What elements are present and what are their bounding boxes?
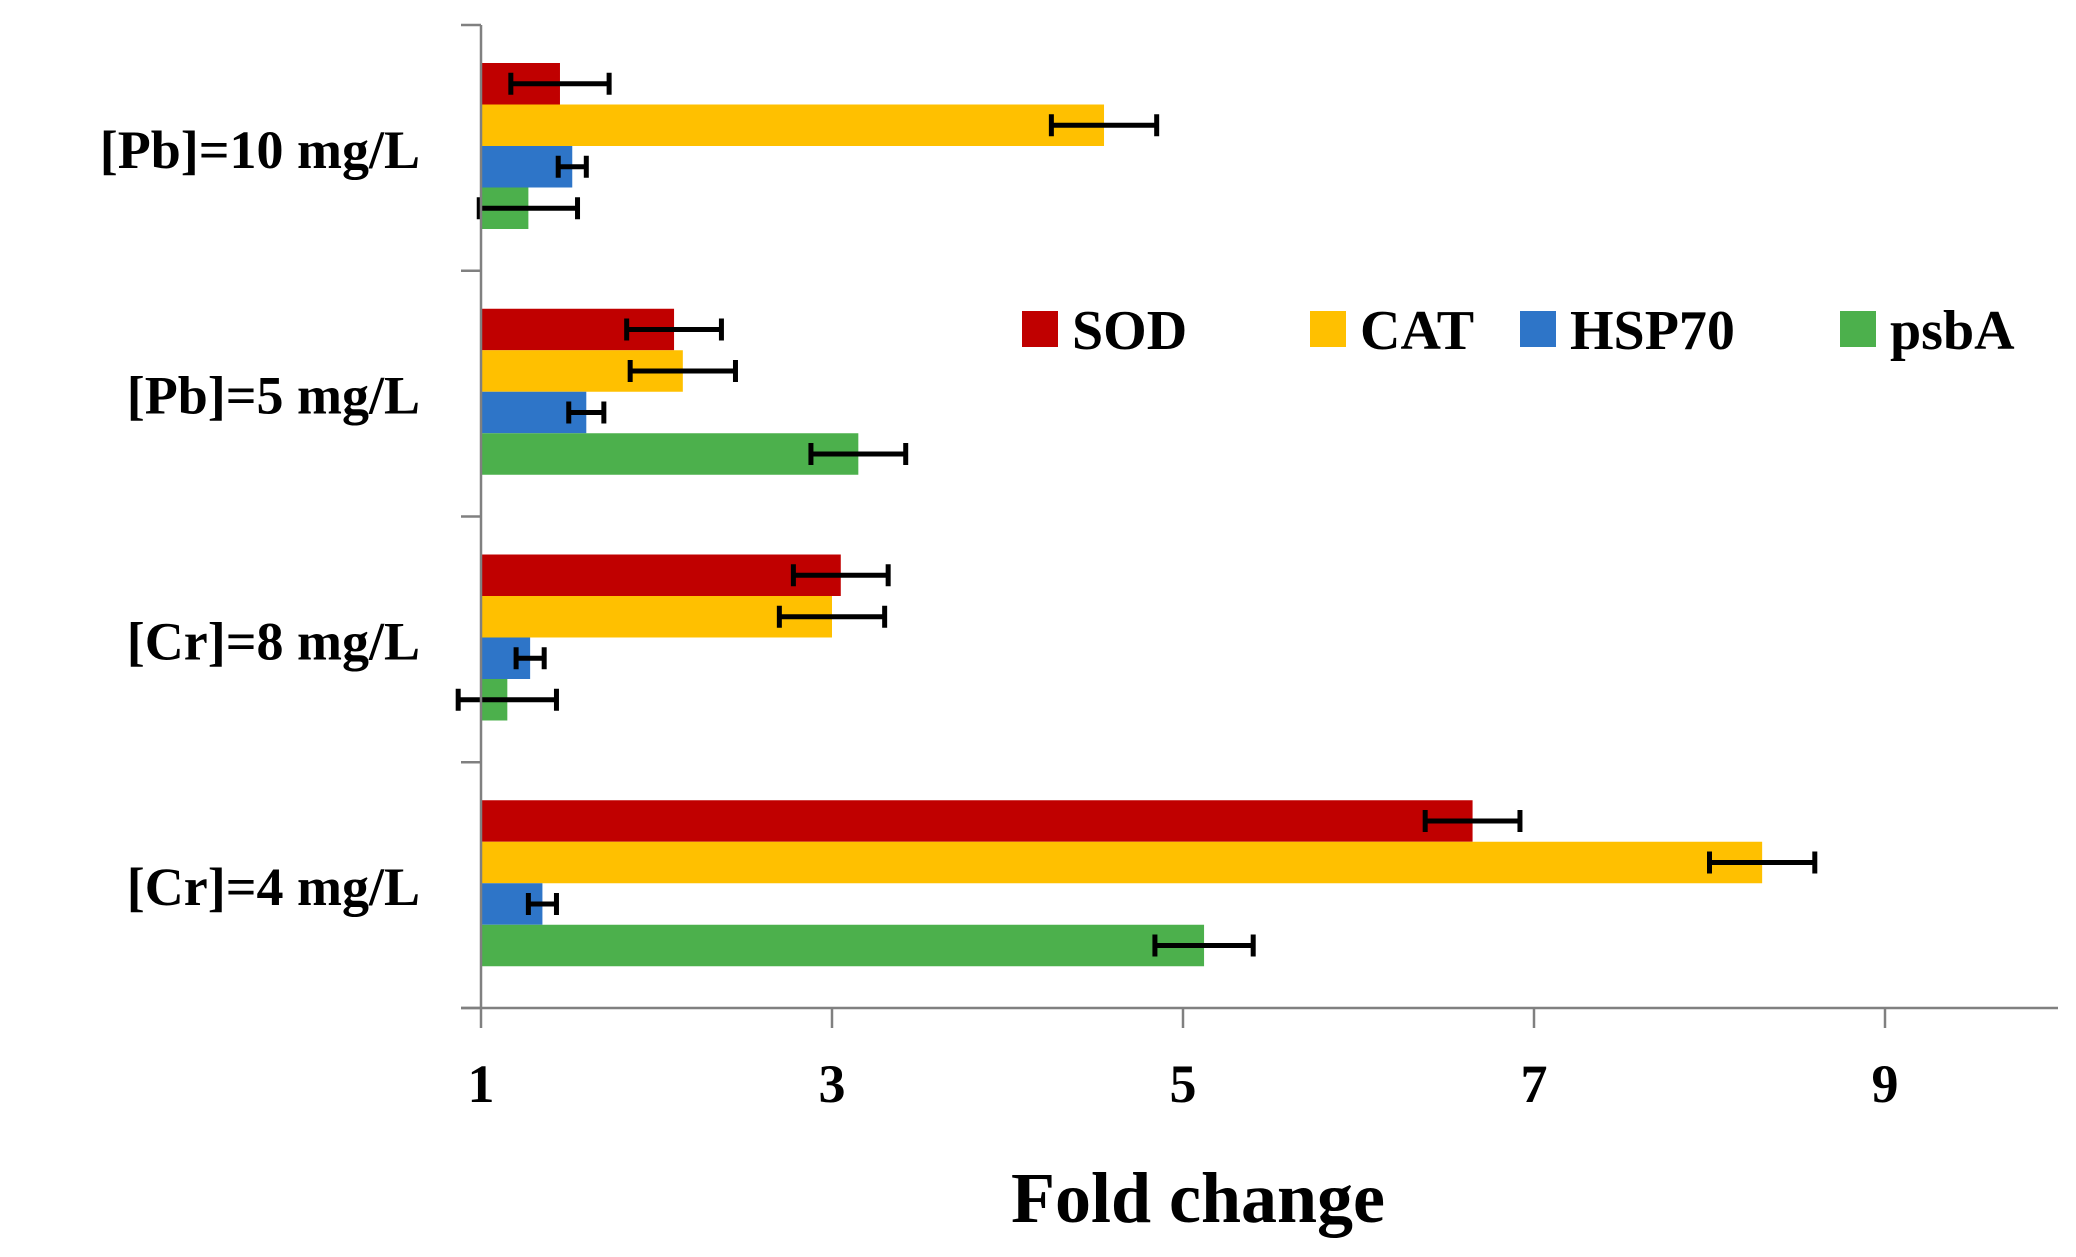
error-bar-sod-cr-4-mg-l — [1422, 810, 1523, 832]
legend-item-cat: CAT — [1310, 300, 1474, 362]
error-bar-psba-pb-10-mg-l — [476, 197, 581, 220]
error-bar-sod-pb-5-mg-l — [624, 318, 724, 341]
bar-sod-cr-8-mg-l — [481, 554, 841, 596]
category-label-pb-5-mg-l: [Pb]=5 mg/L — [127, 366, 420, 426]
x-tick-label-7: 7 — [1521, 1054, 1548, 1114]
error-bar-cat-pb-5-mg-l — [627, 360, 738, 382]
legend-swatch-hsp70 — [1520, 311, 1556, 347]
x-tick-label-3: 3 — [819, 1054, 846, 1114]
error-bar-hsp70-cr-4-mg-l — [525, 893, 559, 915]
error-bar-hsp70-pb-5-mg-l — [566, 401, 607, 424]
x-axis-title: Fold change — [1011, 1158, 1385, 1238]
error-bar-sod-cr-8-mg-l — [790, 564, 891, 587]
legend-item-hsp70: HSP70 — [1520, 300, 1735, 362]
error-bar-hsp70-cr-8-mg-l — [513, 647, 547, 670]
category-label-cr-4-mg-l: [Cr]=4 mg/L — [127, 857, 420, 917]
error-bar-sod-pb-10-mg-l — [508, 72, 612, 95]
legend-label-psba: psbA — [1890, 300, 2015, 362]
legend: SOD CAT HSP70 psbA — [1022, 300, 2015, 362]
legend-label-sod: SOD — [1072, 300, 1187, 362]
legend-item-psba: psbA — [1840, 300, 2015, 362]
bar-cat-pb-10-mg-l — [481, 104, 1105, 146]
error-bars-layer — [455, 72, 1818, 957]
legend-label-cat: CAT — [1360, 300, 1474, 362]
legend-swatch-psba — [1840, 311, 1876, 347]
bars-layer — [481, 63, 1763, 967]
bar-psba-pb-5-mg-l — [481, 433, 859, 475]
x-tick-label-9: 9 — [1872, 1054, 1899, 1114]
error-bar-cat-cr-4-mg-l — [1707, 851, 1818, 874]
legend-item-sod: SOD — [1022, 300, 1187, 362]
legend-swatch-cat — [1310, 311, 1346, 347]
error-bar-psba-pb-5-mg-l — [808, 443, 909, 465]
error-bar-cat-pb-10-mg-l — [1048, 114, 1160, 137]
legend-swatch-sod — [1022, 311, 1058, 347]
bar-cat-cr-8-mg-l — [481, 596, 832, 638]
axes-layer — [461, 23, 2058, 1028]
bar-sod-cr-4-mg-l — [481, 800, 1473, 842]
category-label-cr-8-mg-l: [Cr]=8 mg/L — [127, 611, 420, 671]
legend-label-hsp70: HSP70 — [1570, 300, 1735, 362]
error-bar-psba-cr-8-mg-l — [455, 688, 559, 711]
bar-cat-cr-4-mg-l — [481, 841, 1763, 884]
labels-layer: [Pb]=10 mg/L [Pb]=5 mg/L [Cr]=8 mg/L [Cr]=4… — [100, 120, 1899, 1238]
error-bar-cat-cr-8-mg-l — [776, 605, 888, 628]
x-tick-label-5: 5 — [1170, 1054, 1197, 1114]
bar-psba-cr-4-mg-l — [481, 924, 1205, 967]
error-bar-hsp70-pb-10-mg-l — [555, 155, 589, 178]
error-bar-psba-cr-4-mg-l — [1152, 934, 1256, 957]
category-label-pb-10-mg-l: [Pb]=10 mg/L — [100, 120, 420, 180]
x-tick-label-1: 1 — [468, 1054, 495, 1114]
